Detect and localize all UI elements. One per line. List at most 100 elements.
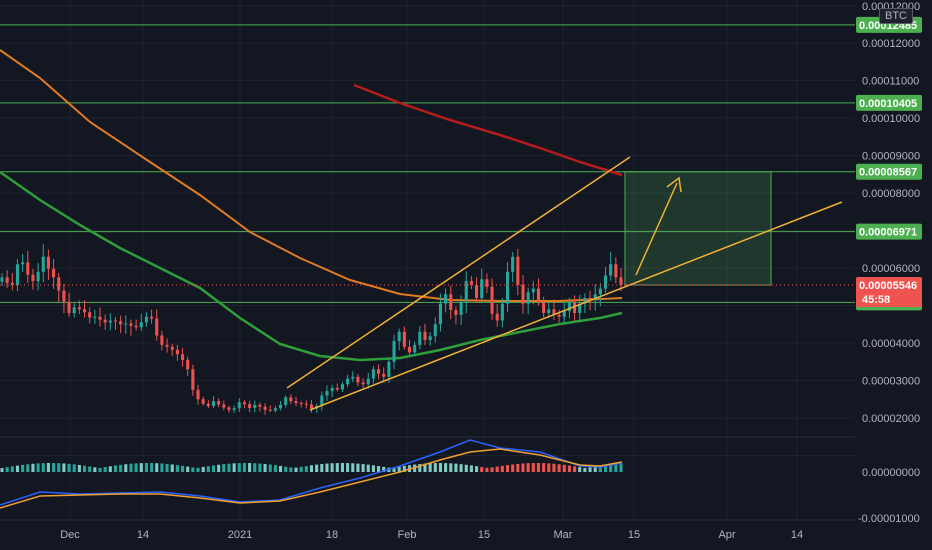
candle-body <box>170 346 174 350</box>
price-axis-label: 0.00010000 <box>862 113 920 125</box>
histogram-bar <box>88 466 92 472</box>
time-axis-label: Apr <box>718 529 735 541</box>
level-tag-text: 0.00008567 <box>859 167 917 179</box>
candlesticks <box>0 244 623 415</box>
rising-wedge-lines[interactable] <box>286 156 843 411</box>
candle-body <box>335 388 339 390</box>
histogram-bar <box>26 464 30 472</box>
histogram-bar <box>119 464 123 472</box>
macd-line <box>0 439 623 506</box>
candle-body <box>536 288 541 302</box>
projection-arrow-head <box>666 176 682 193</box>
histogram-bar <box>67 463 71 472</box>
histogram-bar <box>583 467 587 472</box>
candle-body <box>500 303 504 321</box>
histogram-bar <box>567 465 571 472</box>
histogram-bar <box>304 466 308 472</box>
histogram-bar <box>423 463 427 472</box>
candle-body <box>299 403 303 404</box>
candle-body <box>366 378 370 385</box>
candle-body <box>294 401 298 403</box>
histogram-bar <box>294 467 298 472</box>
histogram-bar <box>469 465 473 472</box>
histogram-bar <box>134 463 138 472</box>
symbol-badge[interactable]: BTC <box>879 8 913 24</box>
histogram-bar <box>258 463 262 472</box>
time-axis[interactable]: Dec 14 2021 18 Feb 15 Mar 15 Apr 14 <box>0 519 855 550</box>
histogram-bar <box>62 463 66 472</box>
candle-body <box>180 354 185 360</box>
histogram-bar <box>536 463 541 472</box>
candle-body <box>57 277 61 291</box>
histogram-bar <box>186 466 190 472</box>
ma-50-line <box>0 170 623 362</box>
histogram-bar <box>459 464 463 472</box>
candle-body <box>186 359 190 370</box>
candle-body <box>562 311 566 317</box>
histogram-bar <box>382 466 386 472</box>
candle-body <box>15 264 20 285</box>
candle-body <box>21 262 25 265</box>
candle-body <box>217 401 221 405</box>
histogram-bar <box>603 464 608 472</box>
candle-body <box>273 408 277 411</box>
price-axis[interactable]: 0.00012000 0.00011000 0.00010000 0.00009000… <box>855 0 932 550</box>
candle-body <box>603 275 608 289</box>
candle-body <box>392 341 396 362</box>
candle-body <box>165 344 169 347</box>
candle-body <box>505 271 510 304</box>
price-axis-label: 0.00004000 <box>862 338 920 350</box>
candle-body <box>304 403 308 405</box>
candle-body <box>62 290 66 302</box>
indicator-axis-label: -0.00001000 <box>858 513 920 525</box>
histogram-bar <box>5 467 9 472</box>
time-axis-label: 14 <box>791 529 803 541</box>
histogram-bar <box>433 463 437 472</box>
candle-body <box>557 314 561 317</box>
histogram-bar <box>371 465 375 472</box>
histogram-bar <box>547 463 551 472</box>
candle-body <box>82 309 87 313</box>
candle-body <box>134 325 138 328</box>
candle-body <box>346 378 350 385</box>
price-axis-label: 0.00002000 <box>862 413 920 425</box>
candle-body <box>98 316 102 320</box>
histogram-bar <box>175 465 179 472</box>
candle-body <box>459 301 463 315</box>
histogram-bar <box>232 463 236 472</box>
time-axis-label: Dec <box>60 529 80 541</box>
candle-body <box>593 294 597 300</box>
histogram-bar <box>614 463 618 472</box>
histogram-bar <box>418 463 422 472</box>
histogram-bar <box>248 463 252 472</box>
candle-body <box>552 309 556 315</box>
candle-body <box>88 312 92 318</box>
target-zone[interactable] <box>624 171 772 286</box>
candle-body <box>144 316 148 323</box>
signal-line <box>0 448 623 509</box>
candle-body <box>469 281 473 285</box>
candle-body <box>206 403 210 406</box>
histogram-bar <box>402 465 406 472</box>
candle-body <box>423 331 427 340</box>
histogram-bar <box>155 463 159 472</box>
candle-body <box>464 281 468 302</box>
moving-averages <box>0 49 623 362</box>
projection-arrow[interactable] <box>635 176 682 276</box>
price-axis-label: 0.00012000 <box>862 38 920 50</box>
price-axis-label: 0.00006000 <box>862 263 920 275</box>
histogram-bar <box>542 463 546 472</box>
histogram-bar <box>0 468 4 472</box>
histogram-bar <box>619 463 623 472</box>
candle-body <box>46 256 50 269</box>
last-price-tag-text: 0.00005546 <box>859 280 917 292</box>
candle-body <box>325 391 329 396</box>
histogram-bar <box>454 463 458 472</box>
histogram-bar <box>485 467 489 472</box>
histogram-bar <box>361 464 365 472</box>
candle-body <box>268 409 272 411</box>
time-axis-label: 18 <box>326 529 338 541</box>
time-axis-label: Feb <box>398 529 417 541</box>
histogram-bar <box>72 464 76 472</box>
